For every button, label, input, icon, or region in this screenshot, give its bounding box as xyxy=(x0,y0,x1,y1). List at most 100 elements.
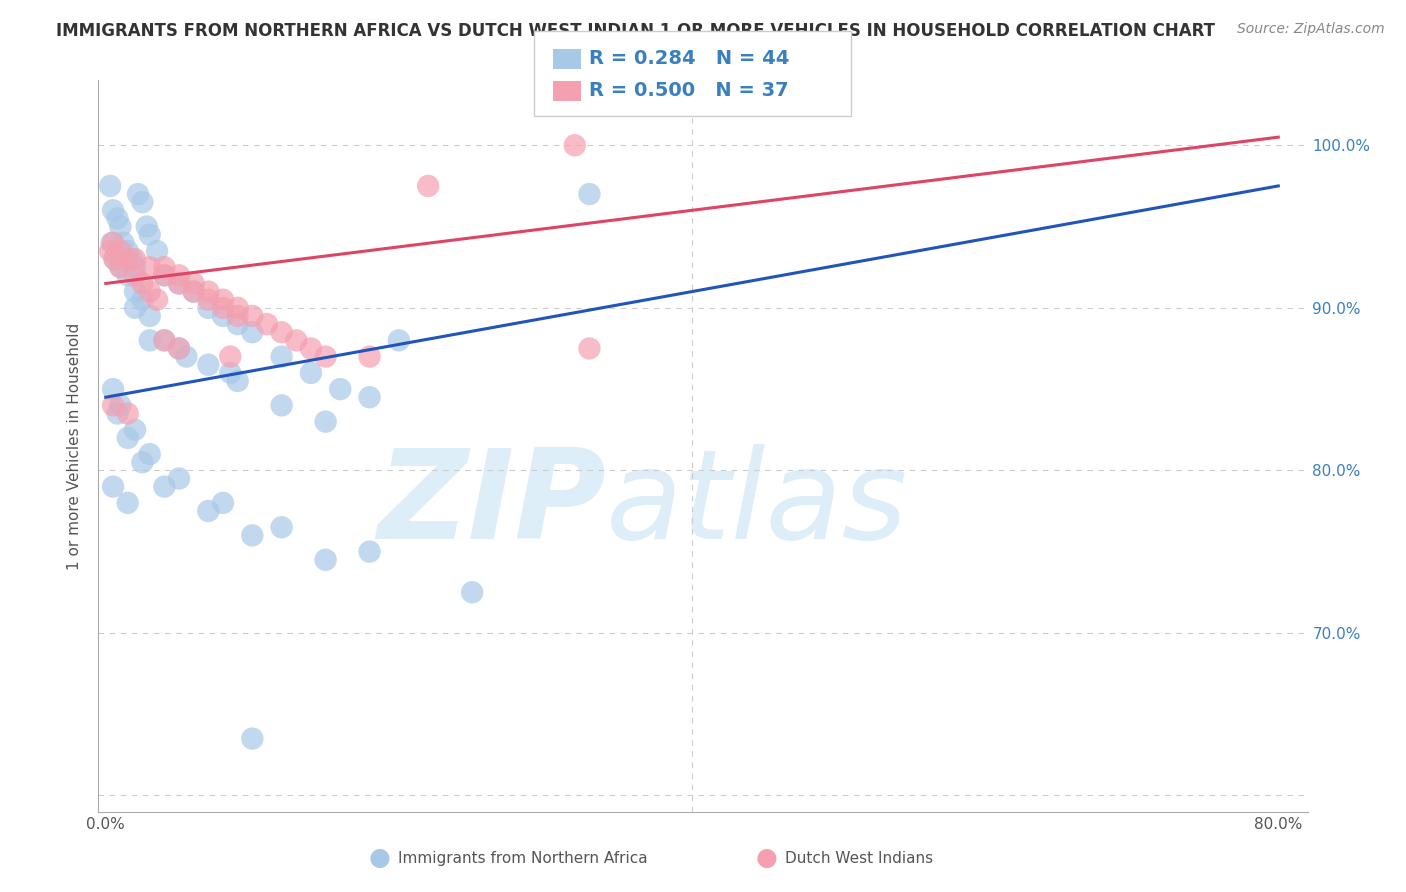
Point xyxy=(124,268,146,283)
Point xyxy=(135,219,157,234)
Point xyxy=(101,382,124,396)
Text: ZIP: ZIP xyxy=(378,444,606,565)
Point xyxy=(270,520,292,534)
Point xyxy=(124,260,146,275)
Point xyxy=(101,480,124,494)
Point xyxy=(359,350,381,364)
Point xyxy=(299,342,322,356)
Point xyxy=(183,277,205,291)
Text: IMMIGRANTS FROM NORTHERN AFRICA VS DUTCH WEST INDIAN 1 OR MORE VEHICLES IN HOUSE: IMMIGRANTS FROM NORTHERN AFRICA VS DUTCH… xyxy=(56,22,1215,40)
Point xyxy=(138,309,160,323)
Point xyxy=(578,187,600,202)
Point xyxy=(153,268,176,283)
Point xyxy=(329,382,352,396)
Point xyxy=(153,260,176,275)
Point xyxy=(124,285,146,299)
Point xyxy=(117,252,139,266)
Point xyxy=(167,277,190,291)
Point xyxy=(153,268,176,283)
Point xyxy=(110,260,132,275)
Point xyxy=(212,301,235,315)
Point xyxy=(270,325,292,339)
Point xyxy=(103,252,125,266)
Point xyxy=(121,252,143,266)
Point xyxy=(167,268,190,283)
Point xyxy=(219,350,242,364)
Text: Source: ZipAtlas.com: Source: ZipAtlas.com xyxy=(1237,22,1385,37)
Point xyxy=(131,455,153,469)
Point xyxy=(564,138,586,153)
Y-axis label: 1 or more Vehicles in Household: 1 or more Vehicles in Household xyxy=(67,322,83,570)
Point xyxy=(117,244,139,258)
Point xyxy=(110,244,132,258)
Point xyxy=(388,334,411,348)
Point xyxy=(127,187,149,202)
Point xyxy=(117,496,139,510)
Point xyxy=(176,350,198,364)
Point xyxy=(138,260,160,275)
Point xyxy=(138,227,160,242)
Point xyxy=(124,301,146,315)
Point xyxy=(101,235,124,250)
Text: Dutch West Indians: Dutch West Indians xyxy=(785,851,932,865)
Point xyxy=(240,309,263,323)
Text: ●: ● xyxy=(755,847,778,870)
Point xyxy=(138,447,160,461)
Point xyxy=(124,252,146,266)
Point xyxy=(138,285,160,299)
Point xyxy=(226,317,249,331)
Point xyxy=(219,366,242,380)
Point xyxy=(240,325,263,339)
Point xyxy=(138,334,160,348)
Point xyxy=(315,350,337,364)
Point xyxy=(315,553,337,567)
Text: atlas: atlas xyxy=(606,444,908,565)
Text: R = 0.500   N = 37: R = 0.500 N = 37 xyxy=(589,81,789,101)
Point xyxy=(240,528,263,542)
Point xyxy=(183,285,205,299)
Point xyxy=(167,277,190,291)
Text: R = 0.284   N = 44: R = 0.284 N = 44 xyxy=(589,49,790,69)
Text: Immigrants from Northern Africa: Immigrants from Northern Africa xyxy=(398,851,648,865)
Point xyxy=(212,293,235,307)
Point xyxy=(270,350,292,364)
Point xyxy=(110,260,132,275)
Point xyxy=(117,268,139,283)
Point xyxy=(299,366,322,380)
Point xyxy=(183,285,205,299)
Point xyxy=(167,342,190,356)
Point xyxy=(240,731,263,746)
Point xyxy=(98,244,121,258)
Point xyxy=(103,252,125,266)
Point xyxy=(226,374,249,388)
Point xyxy=(285,334,308,348)
Text: ●: ● xyxy=(368,847,391,870)
Point xyxy=(146,293,169,307)
Point xyxy=(110,252,132,266)
Point xyxy=(131,277,153,291)
Point xyxy=(578,342,600,356)
Point xyxy=(256,317,278,331)
Point xyxy=(153,334,176,348)
Point xyxy=(146,244,169,258)
Point xyxy=(153,480,176,494)
Point xyxy=(197,358,219,372)
Point xyxy=(212,309,235,323)
Point xyxy=(100,235,122,250)
Point xyxy=(359,390,381,404)
Point xyxy=(167,342,190,356)
Point xyxy=(270,398,292,412)
Point xyxy=(112,235,135,250)
Point xyxy=(131,195,153,210)
Point xyxy=(197,504,219,518)
Point xyxy=(98,178,121,193)
Point xyxy=(197,301,219,315)
Point xyxy=(359,544,381,558)
Point xyxy=(315,415,337,429)
Point xyxy=(110,398,132,412)
Point xyxy=(226,309,249,323)
Point xyxy=(107,407,129,421)
Point xyxy=(124,423,146,437)
Point xyxy=(153,334,176,348)
Point xyxy=(131,293,153,307)
